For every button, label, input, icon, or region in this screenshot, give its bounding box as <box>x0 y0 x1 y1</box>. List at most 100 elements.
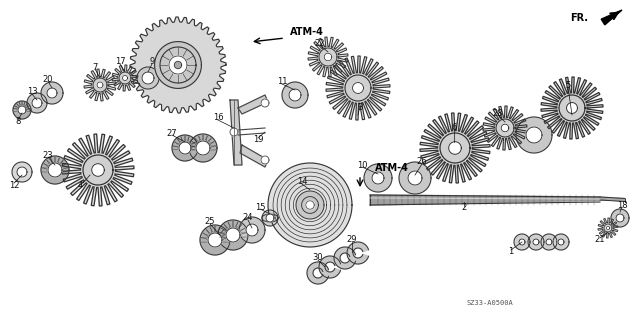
Polygon shape <box>541 77 603 139</box>
Polygon shape <box>600 197 625 202</box>
Text: 6: 6 <box>451 123 457 132</box>
Polygon shape <box>528 234 544 250</box>
Text: 24: 24 <box>243 213 253 222</box>
Text: 30: 30 <box>313 254 323 263</box>
Polygon shape <box>238 95 268 114</box>
Text: 22: 22 <box>315 39 325 48</box>
Polygon shape <box>97 82 103 88</box>
Polygon shape <box>370 195 610 205</box>
Polygon shape <box>246 224 258 236</box>
Text: 20: 20 <box>43 75 53 84</box>
Text: 23: 23 <box>43 151 53 160</box>
Polygon shape <box>262 210 278 226</box>
Polygon shape <box>137 67 159 89</box>
Polygon shape <box>266 214 274 222</box>
Text: SZ33-A0500A: SZ33-A0500A <box>467 300 513 306</box>
Polygon shape <box>533 239 539 245</box>
Polygon shape <box>48 163 62 177</box>
Polygon shape <box>483 106 527 150</box>
Polygon shape <box>353 83 364 93</box>
Polygon shape <box>41 82 63 104</box>
Text: 27: 27 <box>166 129 177 137</box>
Text: 1: 1 <box>508 248 514 256</box>
Polygon shape <box>208 233 222 247</box>
Polygon shape <box>130 17 226 113</box>
Text: 29: 29 <box>347 235 357 244</box>
Polygon shape <box>604 224 612 232</box>
Text: 9: 9 <box>149 57 155 66</box>
Polygon shape <box>324 53 332 61</box>
Text: 17: 17 <box>115 57 125 66</box>
Polygon shape <box>306 201 314 209</box>
Text: 15: 15 <box>255 203 265 211</box>
Polygon shape <box>566 102 577 114</box>
Polygon shape <box>319 48 337 66</box>
Polygon shape <box>308 37 348 77</box>
Polygon shape <box>546 239 552 245</box>
Polygon shape <box>240 145 268 167</box>
Polygon shape <box>230 128 238 136</box>
Polygon shape <box>301 197 319 213</box>
Polygon shape <box>84 69 116 101</box>
Polygon shape <box>27 93 47 113</box>
Text: 14: 14 <box>297 177 307 187</box>
Polygon shape <box>558 239 564 245</box>
Text: 13: 13 <box>27 87 37 97</box>
Text: 28: 28 <box>493 108 503 117</box>
Polygon shape <box>160 47 196 83</box>
Polygon shape <box>559 95 585 121</box>
Polygon shape <box>516 117 552 153</box>
Polygon shape <box>17 167 27 177</box>
Polygon shape <box>262 214 278 222</box>
Polygon shape <box>239 217 265 243</box>
Text: 16: 16 <box>212 114 223 122</box>
Polygon shape <box>408 171 422 185</box>
Polygon shape <box>200 225 230 255</box>
Polygon shape <box>541 234 557 250</box>
Text: 18: 18 <box>617 201 627 210</box>
Polygon shape <box>611 209 629 227</box>
Polygon shape <box>13 101 31 119</box>
Polygon shape <box>119 72 131 84</box>
Polygon shape <box>601 10 622 25</box>
Polygon shape <box>347 242 369 264</box>
Polygon shape <box>83 155 113 185</box>
Polygon shape <box>282 82 308 108</box>
Polygon shape <box>218 220 248 250</box>
Polygon shape <box>519 239 525 245</box>
Text: 7: 7 <box>92 63 98 71</box>
Text: 11: 11 <box>276 78 287 86</box>
Polygon shape <box>514 234 530 250</box>
Polygon shape <box>47 88 57 98</box>
Polygon shape <box>179 142 191 154</box>
Polygon shape <box>364 164 392 192</box>
Polygon shape <box>598 218 618 238</box>
Text: 4: 4 <box>77 181 83 189</box>
Polygon shape <box>142 72 154 84</box>
Polygon shape <box>112 65 138 91</box>
Polygon shape <box>345 75 371 101</box>
Polygon shape <box>268 163 352 247</box>
Polygon shape <box>175 61 182 69</box>
Polygon shape <box>261 99 269 107</box>
Polygon shape <box>230 100 242 165</box>
Polygon shape <box>526 127 542 143</box>
Text: FR.: FR. <box>570 13 588 23</box>
Polygon shape <box>449 142 461 154</box>
Polygon shape <box>172 135 198 161</box>
Text: 5: 5 <box>565 80 571 90</box>
Polygon shape <box>261 156 269 164</box>
Text: 25: 25 <box>205 218 215 226</box>
Polygon shape <box>334 247 355 269</box>
Text: 2: 2 <box>461 204 467 212</box>
Text: 3: 3 <box>357 103 363 113</box>
Text: 21: 21 <box>595 235 605 244</box>
Polygon shape <box>440 133 470 163</box>
Polygon shape <box>616 214 624 222</box>
Polygon shape <box>41 156 69 184</box>
Polygon shape <box>93 78 107 92</box>
Polygon shape <box>420 113 490 183</box>
Polygon shape <box>32 98 42 108</box>
Polygon shape <box>307 262 328 284</box>
Text: 26: 26 <box>417 158 428 167</box>
